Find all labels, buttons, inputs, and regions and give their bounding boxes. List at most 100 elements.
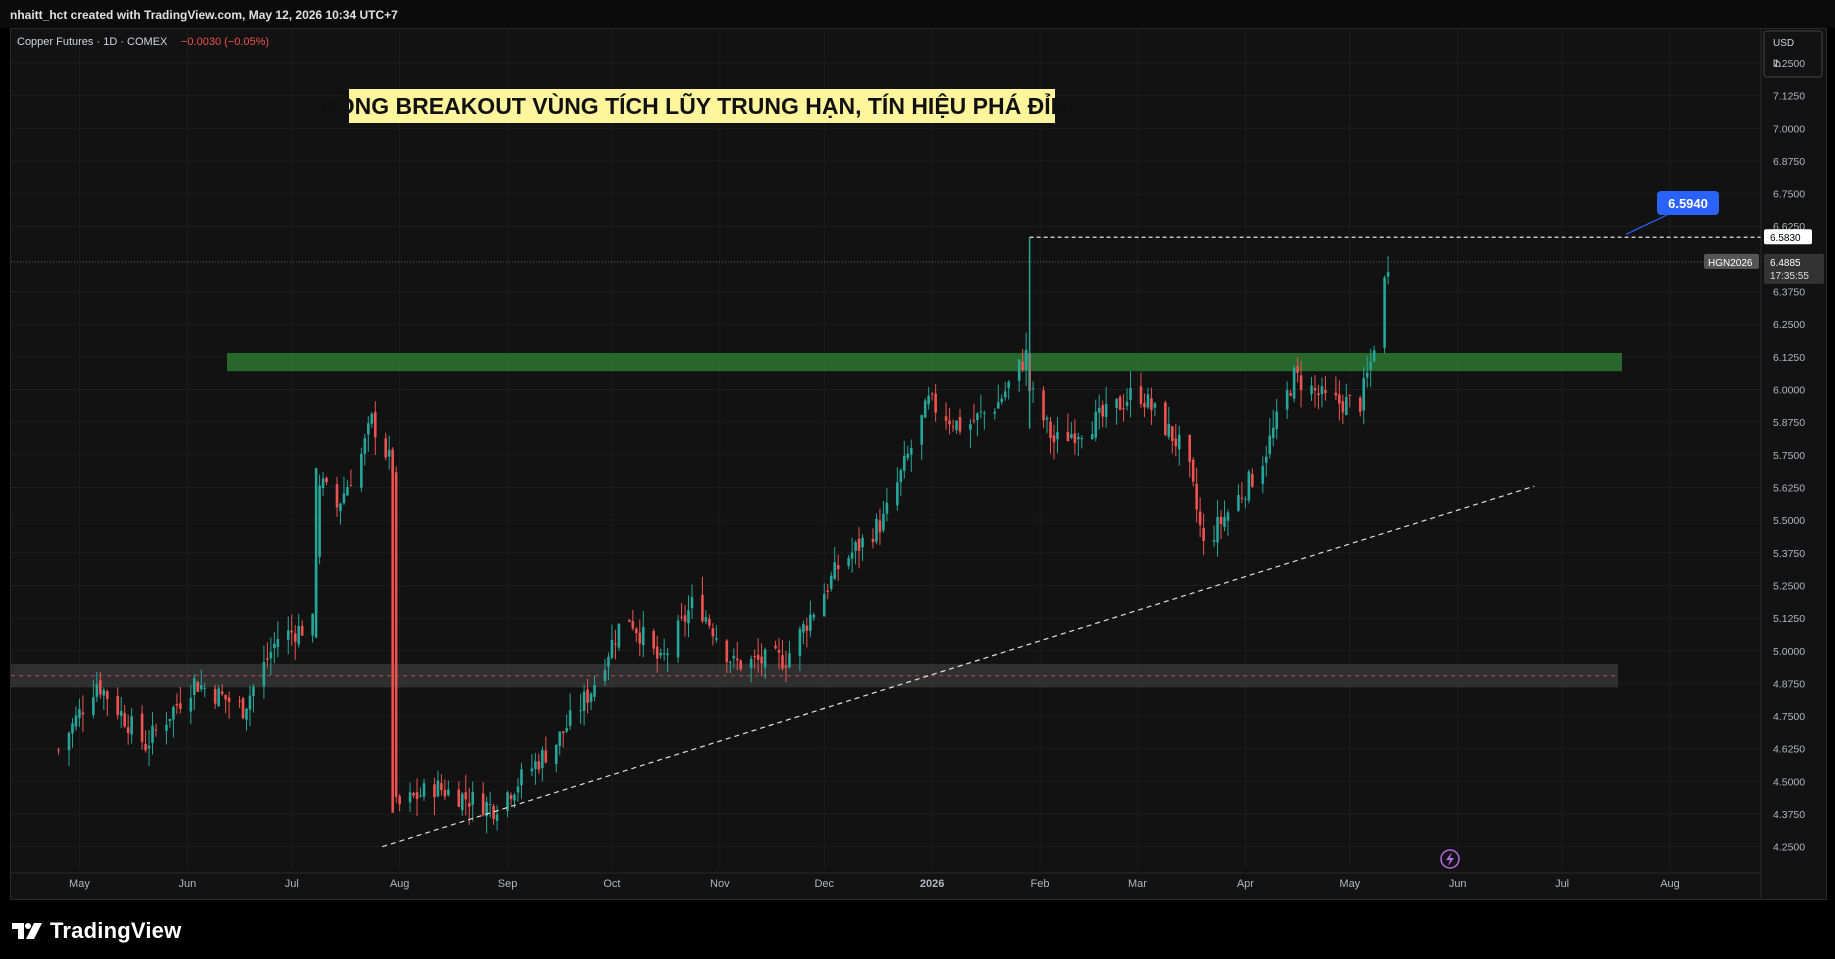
candle-body bbox=[1268, 435, 1272, 455]
candle-body bbox=[391, 449, 394, 474]
candle-body bbox=[972, 420, 976, 422]
candle-body bbox=[293, 633, 297, 642]
peak-price-text: 6.5830 bbox=[1770, 233, 1801, 244]
time-tick: Dec bbox=[814, 878, 834, 890]
price-tick: 6.7500 bbox=[1773, 189, 1805, 201]
candle-body bbox=[854, 542, 857, 551]
candle-body bbox=[1372, 350, 1376, 361]
candle-body bbox=[802, 624, 805, 633]
candle-body bbox=[175, 704, 179, 706]
footer: TradingView bbox=[0, 900, 1835, 959]
countdown-text: 17:35:55 bbox=[1770, 271, 1809, 282]
candle-body bbox=[951, 426, 955, 428]
candle-body bbox=[617, 623, 621, 648]
candle-body bbox=[398, 796, 401, 805]
candle-body bbox=[690, 597, 694, 609]
tradingview-brand: TradingView bbox=[50, 918, 182, 943]
candle-body bbox=[196, 681, 200, 692]
candle-body bbox=[1143, 403, 1146, 408]
candle-body bbox=[537, 761, 541, 770]
price-tick: 4.7500 bbox=[1773, 711, 1805, 723]
candle-body bbox=[509, 795, 513, 800]
candle-body bbox=[1383, 277, 1386, 348]
price-tick: 4.5000 bbox=[1773, 776, 1805, 788]
candle-body bbox=[798, 628, 802, 656]
price-tick: 7.0000 bbox=[1773, 123, 1805, 135]
candle-body bbox=[116, 696, 120, 716]
candle-body bbox=[909, 448, 913, 455]
candle-body bbox=[735, 658, 739, 661]
candle-body bbox=[1191, 459, 1195, 482]
annotation-title-box[interactable]: ĐỒNG BREAKOUT VÙNG TÍCH LŨY TRUNG HẠN, T… bbox=[320, 89, 1084, 123]
candle-body bbox=[262, 662, 266, 687]
candle-body bbox=[1153, 403, 1157, 408]
candle-body bbox=[1365, 372, 1369, 378]
price-tick: 4.6250 bbox=[1773, 744, 1805, 756]
candle-body bbox=[749, 658, 753, 668]
candle-body bbox=[1334, 392, 1338, 396]
target-badge[interactable]: 6.5940 bbox=[1657, 191, 1719, 215]
candle-body bbox=[1146, 394, 1150, 408]
candle-body bbox=[286, 630, 290, 640]
price-tick: 6.2500 bbox=[1773, 319, 1805, 331]
candle-body bbox=[276, 639, 280, 648]
time-tick: Oct bbox=[603, 878, 620, 890]
last-price-text: 6.4885 bbox=[1770, 258, 1801, 269]
time-tick: Aug bbox=[1660, 878, 1680, 890]
candle-body bbox=[565, 728, 569, 732]
time-tick: Feb bbox=[1031, 878, 1050, 890]
lightning-icon[interactable] bbox=[1440, 849, 1460, 869]
candle-body bbox=[579, 710, 582, 712]
candle-body bbox=[662, 653, 666, 655]
candle-body bbox=[603, 670, 607, 682]
price-tick: 5.1250 bbox=[1773, 613, 1805, 625]
candle-body bbox=[680, 616, 683, 618]
candle-body bbox=[273, 643, 276, 649]
candle-body bbox=[168, 718, 172, 722]
peak-price-label: 6.5830 bbox=[1764, 229, 1812, 245]
candle-body bbox=[763, 649, 767, 668]
price-tick: 5.7500 bbox=[1773, 450, 1805, 462]
ascending-trendline bbox=[382, 485, 1535, 848]
candle-body bbox=[1017, 359, 1021, 381]
candle-body bbox=[1240, 497, 1244, 499]
candle-body bbox=[1271, 427, 1275, 438]
candle-body bbox=[460, 793, 464, 811]
candle-body bbox=[440, 783, 443, 790]
candle-body bbox=[1170, 426, 1174, 441]
candle-body bbox=[711, 628, 715, 637]
candle-body bbox=[589, 693, 593, 702]
candle-body bbox=[422, 783, 426, 797]
candle-body bbox=[126, 727, 130, 734]
candle-body bbox=[394, 472, 398, 797]
candle-body bbox=[464, 792, 468, 800]
candle-body bbox=[172, 706, 175, 720]
price-chart[interactable]: Copper Futures · 1D · COMEX −0.0030 (−0.… bbox=[11, 29, 1828, 901]
candle-body bbox=[74, 715, 78, 727]
currency-box[interactable]: USD lb bbox=[1763, 30, 1823, 78]
price-tick: 5.0000 bbox=[1773, 646, 1805, 658]
target-badge-text: 6.5940 bbox=[1668, 196, 1708, 211]
candle-body bbox=[224, 694, 227, 700]
candle-body bbox=[189, 697, 193, 712]
candle-body bbox=[554, 744, 558, 765]
candle-body bbox=[95, 684, 99, 697]
candle-body bbox=[1031, 388, 1035, 390]
candle-body bbox=[335, 484, 339, 508]
candle-body bbox=[1292, 367, 1296, 399]
candle-body bbox=[857, 538, 861, 551]
candle-body bbox=[349, 485, 353, 487]
candle-body bbox=[1198, 511, 1202, 525]
candle-body bbox=[217, 688, 220, 707]
candle-body bbox=[99, 680, 102, 695]
candle-body bbox=[638, 632, 642, 644]
candle-body bbox=[471, 791, 475, 805]
chart-container[interactable]: Copper Futures · 1D · COMEX −0.0030 (−0.… bbox=[10, 28, 1828, 901]
candle-body bbox=[704, 617, 708, 622]
candle-body bbox=[701, 594, 704, 622]
candles-layer bbox=[57, 237, 1390, 834]
price-tick: 4.2500 bbox=[1773, 842, 1805, 854]
candle-body bbox=[245, 708, 248, 720]
price-tick: 6.3750 bbox=[1773, 287, 1805, 299]
tradingview-logo[interactable]: TradingView bbox=[12, 918, 181, 944]
